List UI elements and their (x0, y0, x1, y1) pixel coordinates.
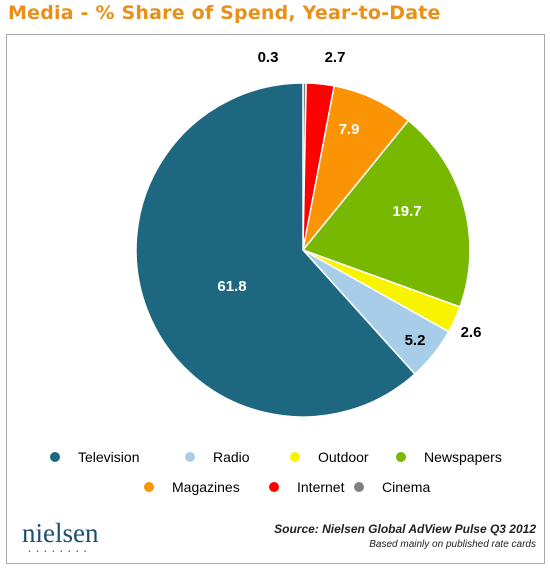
legend-label-television: Television (78, 449, 139, 465)
data-label-internet: 2.7 (325, 49, 346, 66)
pie-data-labels: 0.3 2.7 7.9 19.7 2.6 5.2 61.8 (217, 49, 481, 349)
pie-slices (135, 82, 471, 418)
data-label-television: 61.8 (217, 278, 246, 295)
legend-marker-television (50, 452, 60, 462)
source-line: Source: Nielsen Global AdView Pulse Q3 2… (274, 522, 536, 536)
legend-marker-internet (269, 482, 279, 492)
source-note: Source: Nielsen Global AdView Pulse Q3 2… (274, 522, 536, 550)
legend-label-radio: Radio (213, 449, 250, 465)
legend-marker-radio (185, 452, 195, 462)
data-label-radio: 5.2 (405, 332, 426, 349)
legend-marker-newspapers (396, 452, 406, 462)
data-label-magazines: 7.9 (339, 121, 360, 138)
legend-label-newspapers: Newspapers (424, 449, 502, 465)
source-subline: Based mainly on published rate cards (369, 539, 536, 550)
legend-marker-magazines (144, 482, 154, 492)
data-label-cinema: 0.3 (258, 49, 279, 66)
legend-marker-cinema (354, 482, 364, 492)
nielsen-logo-dots: •••••••• (28, 549, 92, 555)
pie-slice-television (135, 82, 416, 418)
nielsen-logo: nielsen (22, 518, 99, 548)
legend-label-outdoor: Outdoor (318, 449, 369, 465)
chart-title: Media - % Share of Spend, Year-to-Date (8, 2, 441, 24)
data-label-outdoor: 2.6 (461, 324, 482, 341)
pie-slice-newspapers (301, 119, 471, 308)
legend-label-magazines: Magazines (172, 479, 240, 495)
chart-legend: Television Radio Outdoor Newspapers Magazine… (50, 449, 502, 495)
legend-label-cinema: Cinema (382, 479, 430, 495)
legend-label-internet: Internet (297, 479, 345, 495)
legend-marker-outdoor (290, 452, 300, 462)
data-label-newspapers: 19.7 (392, 203, 421, 220)
